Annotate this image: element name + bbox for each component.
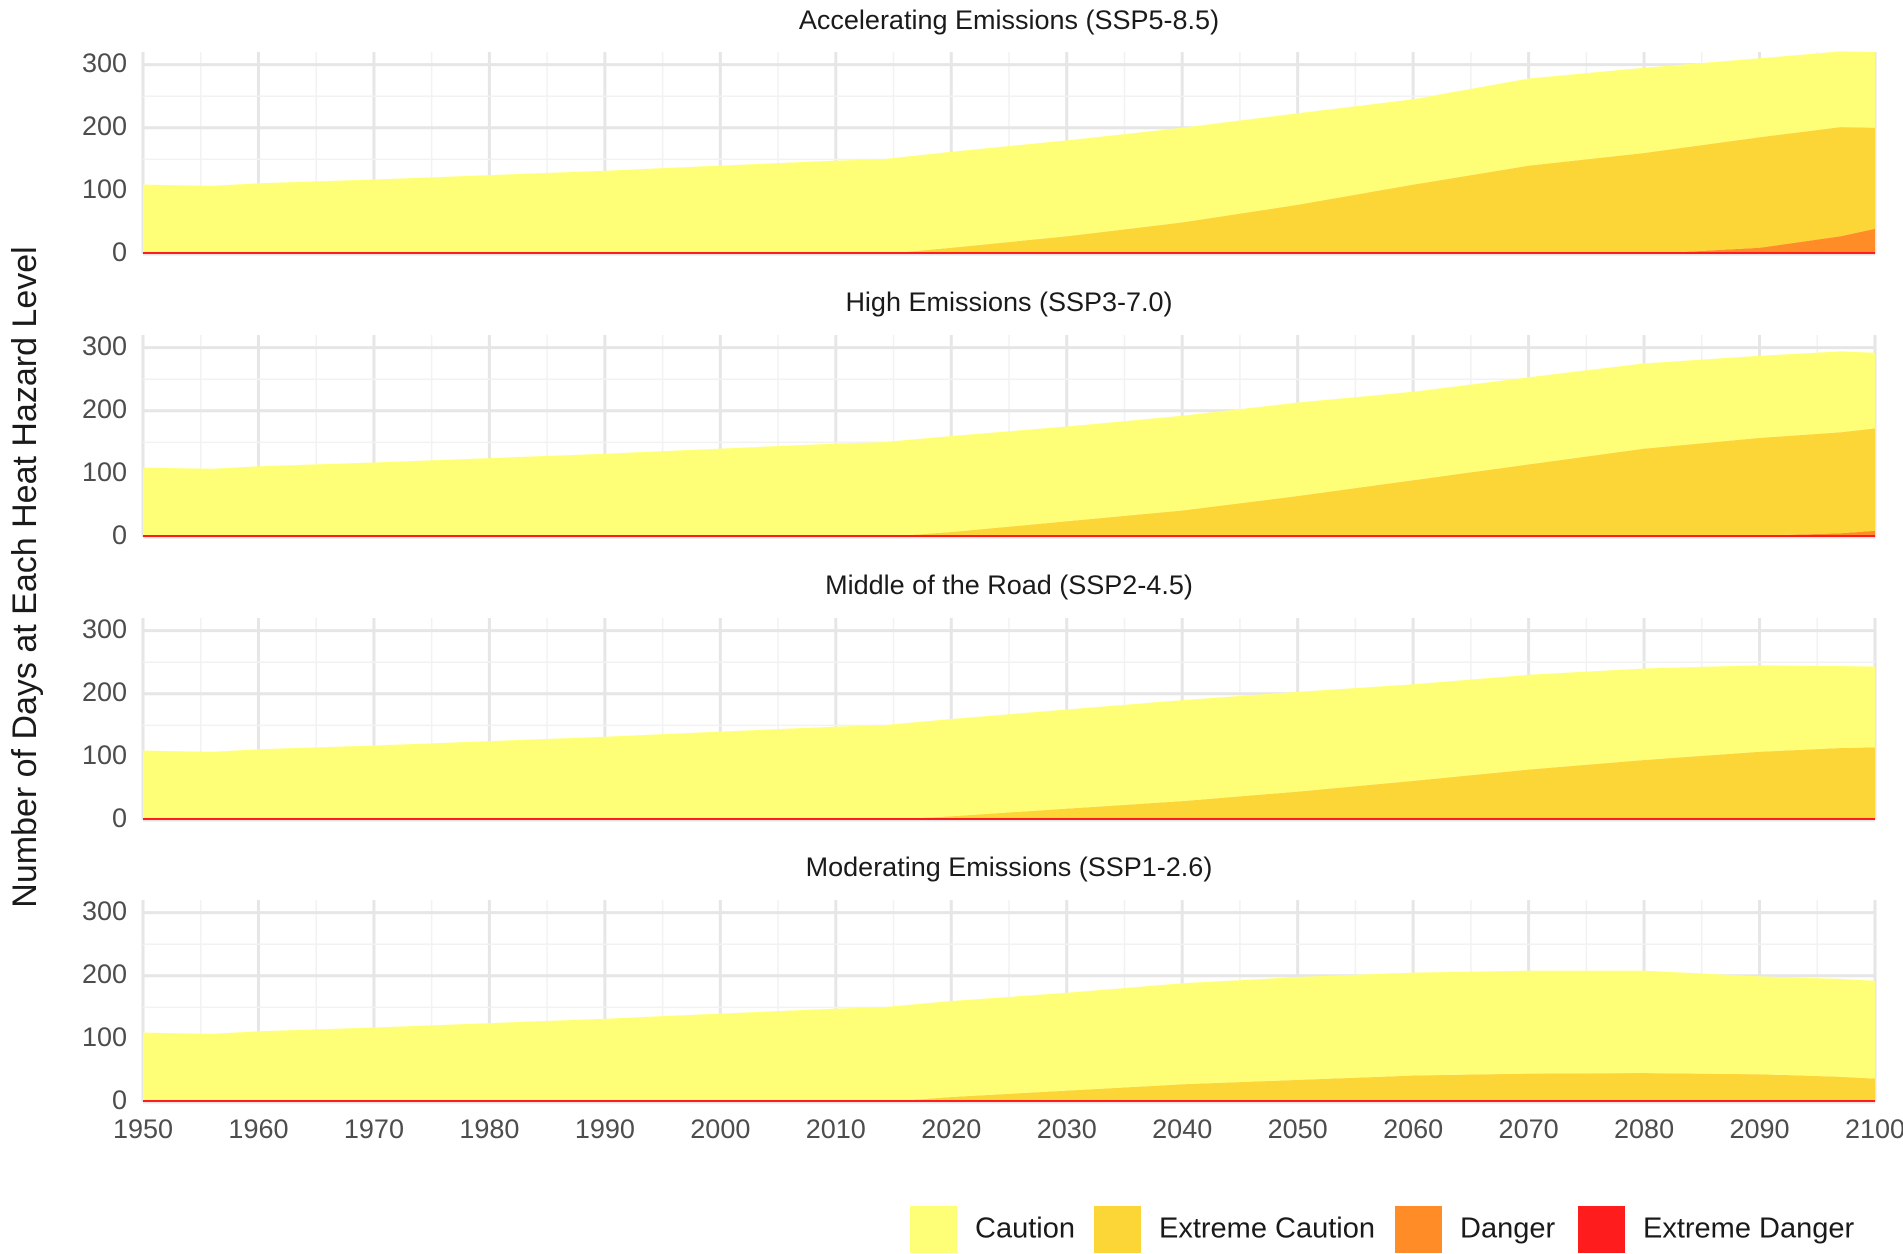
panel-4: Moderating Emissions (SSP1-2.6) 0 100 200 30… [82, 852, 1877, 1115]
x-tick-label: 2060 [1383, 1114, 1443, 1144]
panel-title: Middle of the Road (SSP2-4.5) [825, 570, 1193, 600]
x-tick-label: 1970 [344, 1114, 404, 1144]
y-tick-label: 0 [112, 520, 127, 550]
y-tick-label: 300 [82, 614, 127, 644]
x-tick-label: 2020 [921, 1114, 981, 1144]
legend-item-caution: Caution [910, 1206, 1075, 1253]
x-tick-label: 1990 [575, 1114, 635, 1144]
area-caution [143, 970, 1875, 1102]
x-tick-label: 2000 [690, 1114, 750, 1144]
legend-swatch [910, 1206, 957, 1253]
panel-title: Accelerating Emissions (SSP5-8.5) [799, 5, 1219, 35]
panel-2: High Emissions (SSP3-7.0) 0 100 200 300 [82, 287, 1877, 550]
x-tick-label: 2100 [1845, 1114, 1903, 1144]
y-tick-label: 300 [82, 896, 127, 926]
legend: Caution Extreme Caution Danger Extreme Dang… [910, 1206, 1854, 1253]
panel-3: Middle of the Road (SSP2-4.5) 0 100 200 300 [82, 570, 1877, 833]
area-extreme-caution [143, 428, 1875, 537]
x-tick-label: 1960 [228, 1114, 288, 1144]
y-tick-label: 200 [82, 394, 127, 424]
y-tick-label: 100 [82, 457, 127, 487]
area-extreme-caution [143, 747, 1875, 820]
y-tick-label: 100 [82, 174, 127, 204]
legend-item-danger: Danger [1395, 1206, 1555, 1253]
area-caution [143, 51, 1875, 255]
x-tick-label: 2050 [1268, 1114, 1328, 1144]
legend-swatch [1395, 1206, 1442, 1253]
x-tick-label: 1980 [459, 1114, 519, 1144]
area-extreme-caution [143, 1073, 1875, 1102]
legend-label: Extreme Caution [1159, 1213, 1375, 1245]
area-caution [143, 351, 1875, 537]
panels-group: Accelerating Emissions (SSP5-8.5) 0 100 200… [82, 5, 1903, 1144]
area-extreme-caution [143, 127, 1875, 254]
x-tick-label: 2080 [1614, 1114, 1674, 1144]
y-tick-label: 100 [82, 1022, 127, 1052]
y-tick-label: 300 [82, 48, 127, 78]
y-tick-label: 0 [112, 803, 127, 833]
y-tick-label: 300 [82, 331, 127, 361]
y-tick-label: 200 [82, 959, 127, 989]
legend-item-extreme-caution: Extreme Caution [1094, 1206, 1375, 1253]
area-caution [143, 665, 1875, 820]
legend-swatch [1578, 1206, 1625, 1253]
area-danger [143, 228, 1875, 254]
x-tick-label: 2070 [1499, 1114, 1559, 1144]
y-tick-label: 100 [82, 740, 127, 770]
legend-label: Extreme Danger [1643, 1213, 1854, 1245]
y-tick-label: 200 [82, 111, 127, 141]
x-tick-label: 2040 [1152, 1114, 1212, 1144]
y-axis-label: Number of Days at Each Heat Hazard Level [6, 246, 44, 907]
y-tick-label: 0 [112, 1085, 127, 1115]
y-tick-label: 0 [112, 237, 127, 267]
legend-item-extreme-danger: Extreme Danger [1578, 1206, 1854, 1253]
panel-1: Accelerating Emissions (SSP5-8.5) 0 100 200… [82, 5, 1877, 267]
panel-title: Moderating Emissions (SSP1-2.6) [806, 852, 1213, 882]
x-tick-label: 2090 [1729, 1114, 1789, 1144]
x-tick-label: 2010 [806, 1114, 866, 1144]
x-tick-label: 1950 [113, 1114, 173, 1144]
y-tick-label: 200 [82, 677, 127, 707]
x-axis: 1950 1960 1970 1980 1990 2000 2010 2020 2030 2040… [113, 1114, 1903, 1144]
panel-title: High Emissions (SSP3-7.0) [845, 287, 1172, 317]
legend-label: Danger [1460, 1213, 1555, 1245]
x-tick-label: 2030 [1037, 1114, 1097, 1144]
legend-swatch [1094, 1206, 1141, 1253]
legend-label: Caution [975, 1213, 1075, 1245]
